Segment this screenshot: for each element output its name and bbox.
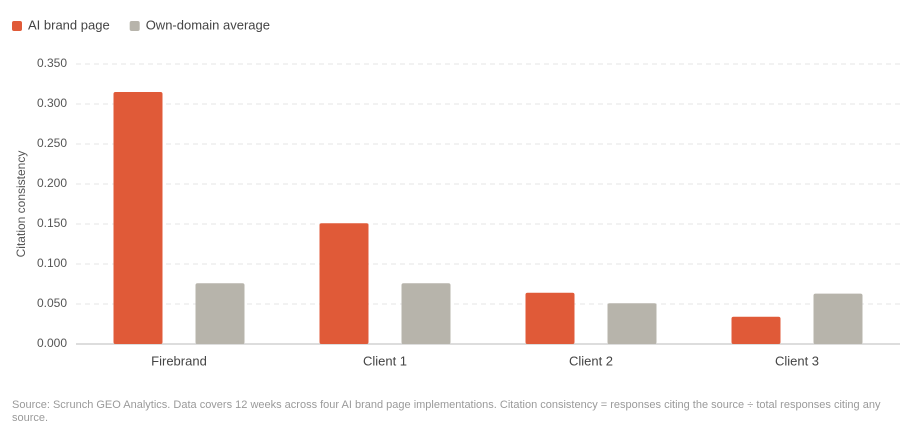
x-tick-label: Client 1 xyxy=(363,353,407,368)
y-tick-label: 0.150 xyxy=(37,216,67,230)
footnote: Source: Scrunch GEO Analytics. Data cove… xyxy=(12,399,881,424)
bar xyxy=(195,283,245,344)
y-tick-label: 0.300 xyxy=(37,96,67,110)
chart: Citation consistency 0.000 0.050 0.100 0.15… xyxy=(12,17,900,368)
y-tick-label: 0.350 xyxy=(37,56,67,70)
y-tick-label: 0.250 xyxy=(37,136,67,150)
bar xyxy=(813,293,863,344)
legend-label: Own-domain average xyxy=(146,17,270,32)
bar xyxy=(319,223,369,344)
legend-label: AI brand page xyxy=(28,17,110,32)
bar xyxy=(525,292,575,344)
y-tick-label: 0.200 xyxy=(37,176,67,190)
legend-swatch xyxy=(12,21,22,31)
bar xyxy=(607,303,657,344)
bar xyxy=(731,316,781,344)
bar xyxy=(401,283,451,344)
y-axis-label: Citation consistency xyxy=(14,151,28,258)
x-tick-label: Client 2 xyxy=(569,353,613,368)
y-tick-label: 0.100 xyxy=(37,256,67,270)
bar xyxy=(113,92,163,344)
legend-swatch xyxy=(129,21,140,31)
y-tick-label: 0.000 xyxy=(37,336,67,350)
x-tick-label: Firebrand xyxy=(151,353,207,368)
x-tick-label: Client 3 xyxy=(775,353,819,368)
y-tick-label: 0.050 xyxy=(37,296,67,310)
legend: AI brand page Own-domain average xyxy=(12,17,270,32)
